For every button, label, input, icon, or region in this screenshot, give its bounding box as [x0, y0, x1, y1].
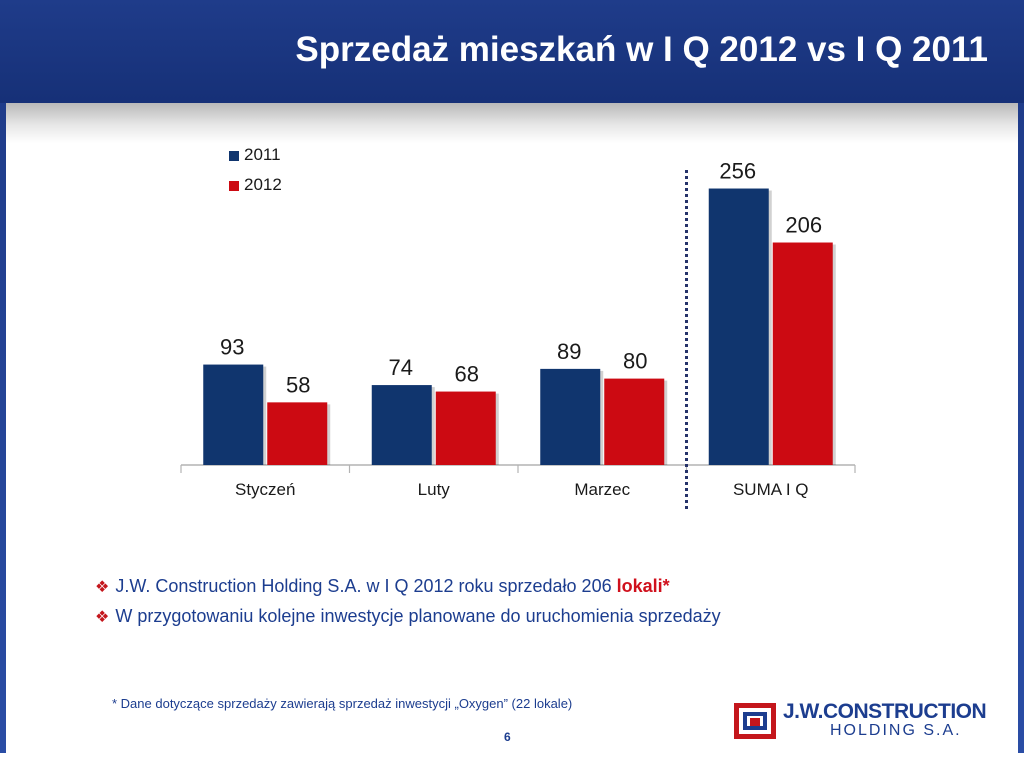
bar-2011 [540, 368, 601, 465]
logo-line-1: J.W.CONSTRUCTION [783, 700, 987, 723]
data-label: 93 [220, 335, 244, 360]
bar-2012 [435, 391, 496, 465]
right-border [1018, 103, 1024, 753]
footnote: * Dane dotyczące sprzedaży zawierają spr… [112, 696, 573, 711]
diamond-bullet-icon: ❖ [95, 579, 110, 596]
bar-2011 [371, 385, 432, 465]
header-bar: Sprzedaż mieszkań w I Q 2012 vs I Q 2011 [0, 0, 1024, 103]
bar-chart: 93 58 Styczeń 74 68 Luty 89 80 Marzec 256 206 SUMA … [180, 145, 856, 510]
logo-line-2: HOLDING S.A. [830, 722, 962, 739]
bar-2011 [203, 364, 264, 465]
category-label: Marzec [574, 480, 630, 499]
legend-swatch [229, 151, 239, 161]
legend-label: 2011 [244, 145, 281, 164]
legend-swatch [229, 181, 239, 191]
bullet-list: ❖ J.W. Construction Holding S.A. w I Q 20… [95, 572, 721, 632]
bullet-text: J.W. Construction Holding S.A. w I Q 201… [115, 576, 617, 596]
bullet-highlight: lokali* [616, 576, 670, 596]
category-label: Luty [418, 480, 451, 499]
category-label: SUMA I Q [733, 480, 809, 499]
company-logo: J.W.CONSTRUCTION HOLDING S.A. [734, 700, 996, 742]
bar-2012 [604, 378, 665, 465]
data-label: 68 [455, 362, 479, 387]
diamond-bullet-icon: ❖ [95, 609, 110, 626]
data-label: 206 [785, 213, 822, 238]
data-label: 58 [286, 372, 310, 397]
logo-emblem-icon [734, 703, 776, 739]
data-label: 256 [719, 159, 756, 184]
bar-2011 [708, 188, 769, 465]
page-number: 6 [504, 730, 511, 744]
bar-2012 [772, 242, 833, 465]
bullet-item: ❖ W przygotowaniu kolejne inwestycje plan… [95, 602, 721, 632]
data-label: 89 [557, 339, 581, 364]
bar-2012 [267, 402, 328, 465]
header-shadow [0, 103, 1024, 143]
page-title: Sprzedaż mieszkań w I Q 2012 vs I Q 2011 [295, 30, 988, 69]
bullet-item: ❖ J.W. Construction Holding S.A. w I Q 20… [95, 572, 721, 602]
bullet-text: W przygotowaniu kolejne inwestycje plano… [115, 606, 721, 626]
left-border [0, 103, 6, 753]
data-label: 80 [623, 349, 647, 374]
legend-label: 2012 [244, 175, 282, 194]
category-label: Styczeń [235, 480, 295, 499]
data-label: 74 [389, 355, 413, 380]
